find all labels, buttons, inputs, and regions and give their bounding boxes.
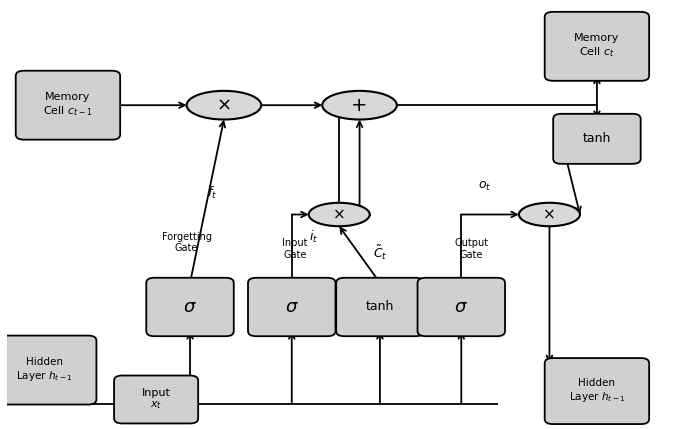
Text: $\sigma$: $\sigma$: [285, 298, 299, 316]
Text: ×: ×: [217, 96, 232, 114]
FancyBboxPatch shape: [146, 278, 234, 336]
Text: tanh: tanh: [365, 300, 394, 314]
FancyBboxPatch shape: [545, 358, 649, 424]
FancyBboxPatch shape: [545, 12, 649, 81]
Text: Hidden
Layer $h_{t-1}$: Hidden Layer $h_{t-1}$: [16, 357, 73, 383]
FancyBboxPatch shape: [0, 335, 96, 405]
Ellipse shape: [519, 203, 580, 226]
Text: ×: ×: [333, 207, 345, 222]
FancyBboxPatch shape: [16, 71, 120, 140]
Ellipse shape: [187, 91, 262, 120]
Text: Input
Gate: Input Gate: [282, 238, 308, 260]
Text: $\sigma$: $\sigma$: [183, 298, 197, 316]
Text: $\sigma$: $\sigma$: [455, 298, 468, 316]
Ellipse shape: [309, 203, 370, 226]
Text: Forgetting
Gate: Forgetting Gate: [162, 232, 212, 254]
Text: Input
$x_t$: Input $x_t$: [142, 388, 170, 411]
Text: Hidden
Layer $h_{t-1}$: Hidden Layer $h_{t-1}$: [569, 378, 625, 404]
Text: +: +: [352, 96, 368, 115]
FancyBboxPatch shape: [336, 278, 424, 336]
Text: ×: ×: [543, 207, 556, 222]
FancyBboxPatch shape: [417, 278, 505, 336]
Text: Output
Gate: Output Gate: [455, 238, 489, 260]
FancyBboxPatch shape: [248, 278, 336, 336]
Text: $i_t$: $i_t$: [309, 229, 318, 245]
FancyBboxPatch shape: [114, 375, 198, 423]
Ellipse shape: [322, 91, 397, 120]
Text: Memory
Cell $c_t$: Memory Cell $c_t$: [574, 33, 619, 59]
FancyBboxPatch shape: [553, 114, 641, 164]
Text: $f_t$: $f_t$: [207, 185, 217, 201]
Text: tanh: tanh: [583, 132, 611, 145]
Text: $o_t$: $o_t$: [478, 180, 491, 193]
Text: $\tilde{C}_t$: $\tilde{C}_t$: [373, 243, 388, 262]
Text: Memory
Cell $c_{t-1}$: Memory Cell $c_{t-1}$: [44, 92, 93, 118]
